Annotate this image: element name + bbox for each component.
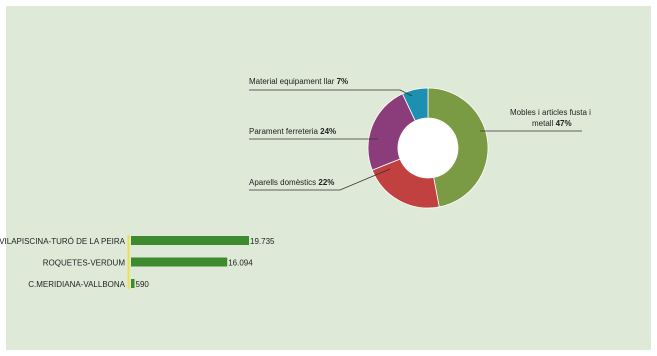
slice-value-label: 7% bbox=[337, 77, 349, 86]
bar bbox=[131, 279, 135, 288]
donut-slice bbox=[401, 87, 429, 122]
leader-line bbox=[249, 168, 391, 191]
donut-slice bbox=[367, 93, 416, 171]
leader-line bbox=[249, 89, 413, 97]
slice-label-line: Mobles i articles fusta i bbox=[510, 108, 591, 117]
bar-baseline bbox=[127, 235, 130, 289]
slice-label-group: Mobles i articles fusta i metall 47% bbox=[510, 108, 591, 128]
bar bbox=[131, 257, 228, 267]
leader-lines bbox=[249, 89, 582, 191]
slice-label: Aparells domèstics bbox=[249, 178, 316, 187]
svg-text:Aparells domèstics 22%: Aparells domèstics 22% bbox=[249, 178, 334, 187]
donut-chart bbox=[367, 87, 489, 209]
bar-category-label: VILAPISCINA-TURÓ DE LA PEIRA bbox=[0, 237, 126, 246]
slice-label-group: Aparells domèstics 22% bbox=[249, 178, 334, 187]
slice-value-label: 22% bbox=[318, 178, 334, 187]
slice-value-label: 47% bbox=[556, 119, 572, 128]
slice-label-group: Parament ferreteria 24% bbox=[249, 127, 336, 136]
svg-text:Parament ferreteria 24%: Parament ferreteria 24% bbox=[249, 127, 336, 136]
chart-panel bbox=[6, 6, 651, 350]
slice-label-line: metall bbox=[532, 119, 554, 128]
bar bbox=[131, 236, 249, 245]
bar-category-label: C.MERIDIANA-VALLBONA bbox=[28, 280, 125, 289]
slice-value-label: 24% bbox=[320, 127, 336, 136]
donut-labels: Material equipament llar 7% Parament fer… bbox=[249, 77, 591, 187]
slice-label: Material equipament llar bbox=[249, 77, 335, 86]
donut-hole bbox=[398, 118, 458, 178]
bar-category-label: ROQUETES-VERDUM bbox=[43, 259, 126, 268]
slice-label: Parament ferreteria bbox=[249, 127, 318, 136]
svg-text:metall 47%: metall 47% bbox=[532, 119, 572, 128]
svg-text:Material equipament llar 7%: Material equipament llar 7% bbox=[249, 77, 348, 86]
bar-value-label: 16.094 bbox=[228, 259, 253, 268]
bar-value-label: 590 bbox=[136, 280, 150, 289]
bar-value-label: 19.735 bbox=[250, 237, 275, 246]
bar-chart: VILAPISCINA-TURÓ DE LA PEIRA 19.735 ROQUET… bbox=[0, 235, 275, 289]
slice-label-group: Material equipament llar 7% bbox=[249, 77, 348, 86]
donut-slice bbox=[427, 87, 489, 208]
